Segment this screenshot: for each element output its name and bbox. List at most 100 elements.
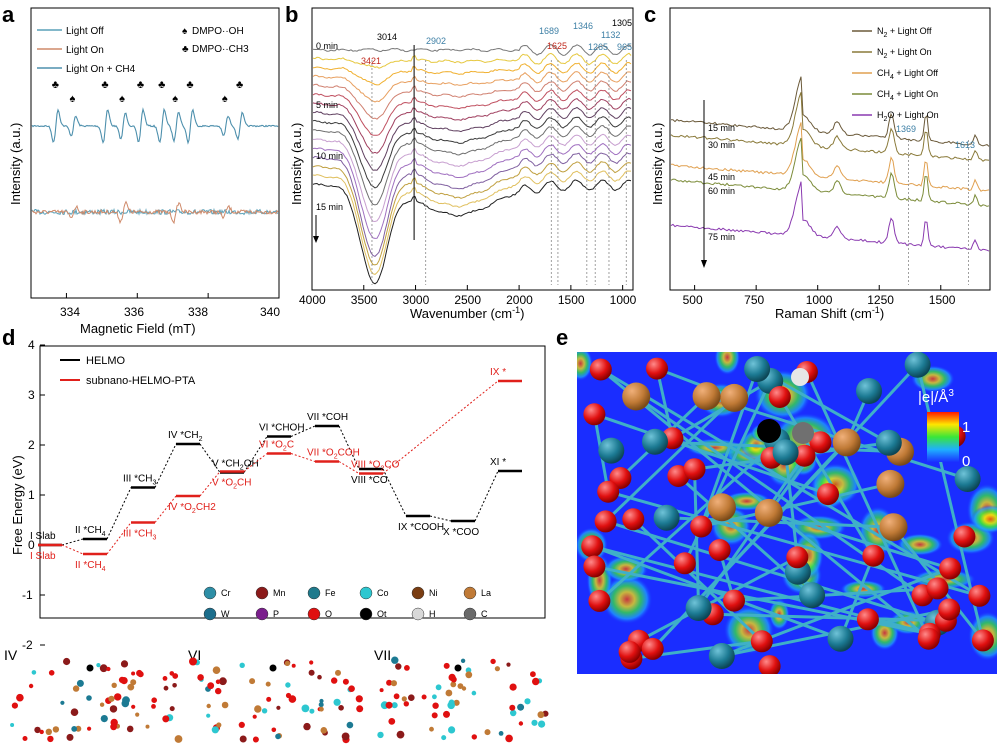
thumb-atom [348, 685, 355, 692]
panel-c-xticks: 500 750 1000 1250 1500 [683, 285, 956, 307]
atom [856, 608, 879, 631]
thumb-atom [421, 694, 427, 700]
drifts-spectrum [312, 44, 632, 56]
d-ytick: -2 [22, 638, 33, 652]
atom [827, 625, 854, 652]
thumb-atom [99, 664, 108, 673]
thumb-atom [291, 663, 296, 668]
a-xtick: 338 [188, 305, 208, 319]
atom [938, 598, 961, 621]
panel-a-markers: ♣ ♠ ♣ ♠ ♣ ♣ ♠ ♣ ♠ ♣ [52, 79, 243, 105]
thumb-atom [76, 679, 84, 687]
thumb-atom [206, 713, 211, 718]
d-level-label: V *CH2OH [212, 459, 259, 472]
thumb-atom [396, 730, 405, 739]
d-level-label: X *COO [443, 527, 479, 538]
thumb-atom [490, 658, 496, 665]
d-connector [474, 470, 499, 522]
atom [588, 589, 611, 612]
d-level-label: VI *CHOH [259, 423, 305, 434]
b-peak-3421: 3421 [361, 56, 381, 66]
panel-e: |e|/Å3 1 0 [577, 352, 997, 674]
thumb-atom [341, 732, 350, 741]
thumb-atom [318, 702, 324, 708]
atom [692, 382, 721, 411]
d-level-label: VIII *CO [351, 475, 388, 486]
thumb-atom [532, 677, 540, 686]
thumb-atom [130, 679, 137, 686]
thumb-atom [285, 692, 292, 699]
series-light-on [31, 200, 279, 225]
b-peak-1305: 1305 [612, 18, 632, 28]
drifts-spectrum [312, 89, 632, 136]
atom-swatch-w [203, 607, 217, 621]
thumb-atom [34, 726, 41, 734]
d-connector [106, 522, 132, 555]
b-peak-1265: 1265 [588, 42, 608, 52]
thumb-atom [215, 679, 221, 685]
thumb-atom [308, 669, 315, 676]
thumb-atom [450, 681, 457, 688]
thumb-atom [285, 682, 291, 688]
thumb-atom [379, 688, 384, 693]
atom [685, 595, 712, 621]
thumb-atom [531, 719, 538, 726]
b-peak-1689: 1689 [539, 26, 559, 36]
panel-c-legend: N2 + Light Off N2 + Light On CH4 + Light O… [852, 26, 939, 123]
c-legend-entry: CH4 + Light On [877, 89, 938, 102]
thumb-atom [206, 703, 211, 709]
raman-spectrum [670, 76, 990, 147]
drifts-spectrum [312, 106, 632, 171]
atom-label: Fe [325, 588, 336, 598]
thumb-atom [393, 693, 400, 700]
legend-dmpo-ch3: DMPO··CH3 [192, 44, 249, 55]
atom-swatch-ot [359, 607, 373, 621]
thumb-atom [355, 695, 363, 703]
thumb-atom [72, 685, 80, 692]
c-legend-entry: H2O + Light On [877, 110, 939, 123]
drifts-spectrum [312, 179, 632, 285]
thumb-atom [518, 721, 524, 726]
thumb-atom [288, 695, 297, 703]
panel-a-xticks [65, 293, 280, 298]
drifts-spectrum [312, 71, 632, 103]
thumb-atom [498, 731, 504, 736]
b-peak-965: 965 [617, 42, 632, 52]
thumb-atom [63, 657, 71, 666]
epr-marker-spade: ♠ [119, 93, 125, 105]
thumb-atom [126, 725, 134, 733]
thumb-atom [266, 696, 272, 702]
density-blob [769, 598, 790, 630]
density-blob [970, 505, 997, 534]
atom-swatch-o [307, 607, 321, 621]
d-ytick: 1 [28, 488, 35, 502]
panel-d: -2 -1 0 1 2 3 4 Free Energy (eV) HELMO subnano… [10, 338, 546, 652]
bond [632, 518, 763, 643]
drifts-spectrum [312, 142, 632, 239]
atom-swatch-la [463, 586, 477, 600]
thumb-atom [538, 720, 546, 728]
atom [707, 493, 736, 522]
thumb-atom [16, 693, 24, 702]
atom [598, 437, 625, 464]
thumb-atom [448, 699, 455, 706]
epr-marker-spade: ♠ [222, 93, 228, 105]
bond [693, 469, 701, 609]
b-peak-1625: 1625 [547, 41, 567, 51]
panel-c-curves [670, 76, 990, 285]
thumb-atom [303, 722, 311, 731]
thumb-atom [45, 728, 52, 735]
thumb-atom-ot [454, 664, 462, 672]
thumb-atom [127, 683, 135, 691]
d-connector [199, 471, 221, 497]
thumb-atom [100, 715, 108, 723]
d-level-label: IX * [490, 367, 506, 378]
atom [720, 383, 749, 412]
panel-label-b: b [285, 2, 298, 27]
thumb-atom [70, 708, 79, 716]
thumb-atom [429, 726, 434, 732]
colorbar [927, 412, 959, 462]
atom-swatch-mn [255, 586, 269, 600]
d-legend-subnano: subnano-HELMO-PTA [86, 375, 196, 387]
thumb-atom [320, 727, 328, 734]
